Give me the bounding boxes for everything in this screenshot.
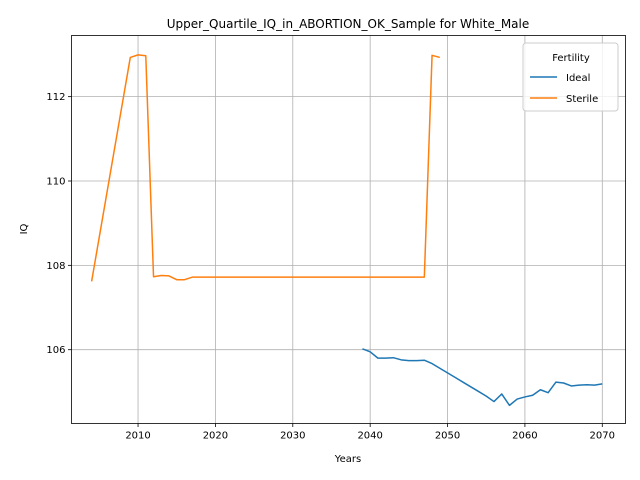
chart-title: Upper_Quartile_IQ_in_ABORTION_OK_Sample … <box>167 17 530 31</box>
series-line-sterile <box>90 54 440 282</box>
x-tick-label: 2070 <box>590 431 615 442</box>
series-lines <box>90 54 603 407</box>
x-tick-label: 2050 <box>435 431 460 442</box>
axis-ticks: 2010 2020 2030 2040 2050 2060 2070 106 108 110 112 <box>46 92 615 441</box>
legend-title: Fertility <box>552 53 590 64</box>
x-axis-label: Years <box>334 454 361 465</box>
plot-frame <box>71 35 626 424</box>
legend-label-ideal: Ideal <box>566 73 590 84</box>
y-tick-label: 110 <box>46 177 65 188</box>
x-tick-label: 2030 <box>280 431 305 442</box>
y-tick-label: 112 <box>46 92 65 103</box>
series-line-ideal <box>362 348 603 407</box>
x-tick-label: 2040 <box>357 431 382 442</box>
y-axis-label: IQ <box>19 223 30 234</box>
legend-label-sterile: Sterile <box>566 94 598 105</box>
x-tick-label: 2010 <box>125 431 150 442</box>
legend: Fertility Ideal Sterile <box>522 42 619 112</box>
x-tick-label: 2020 <box>203 431 228 442</box>
y-tick-label: 108 <box>46 261 65 272</box>
y-tick-label: 106 <box>46 345 65 356</box>
x-tick-label: 2060 <box>512 431 537 442</box>
legend-box <box>522 42 619 112</box>
